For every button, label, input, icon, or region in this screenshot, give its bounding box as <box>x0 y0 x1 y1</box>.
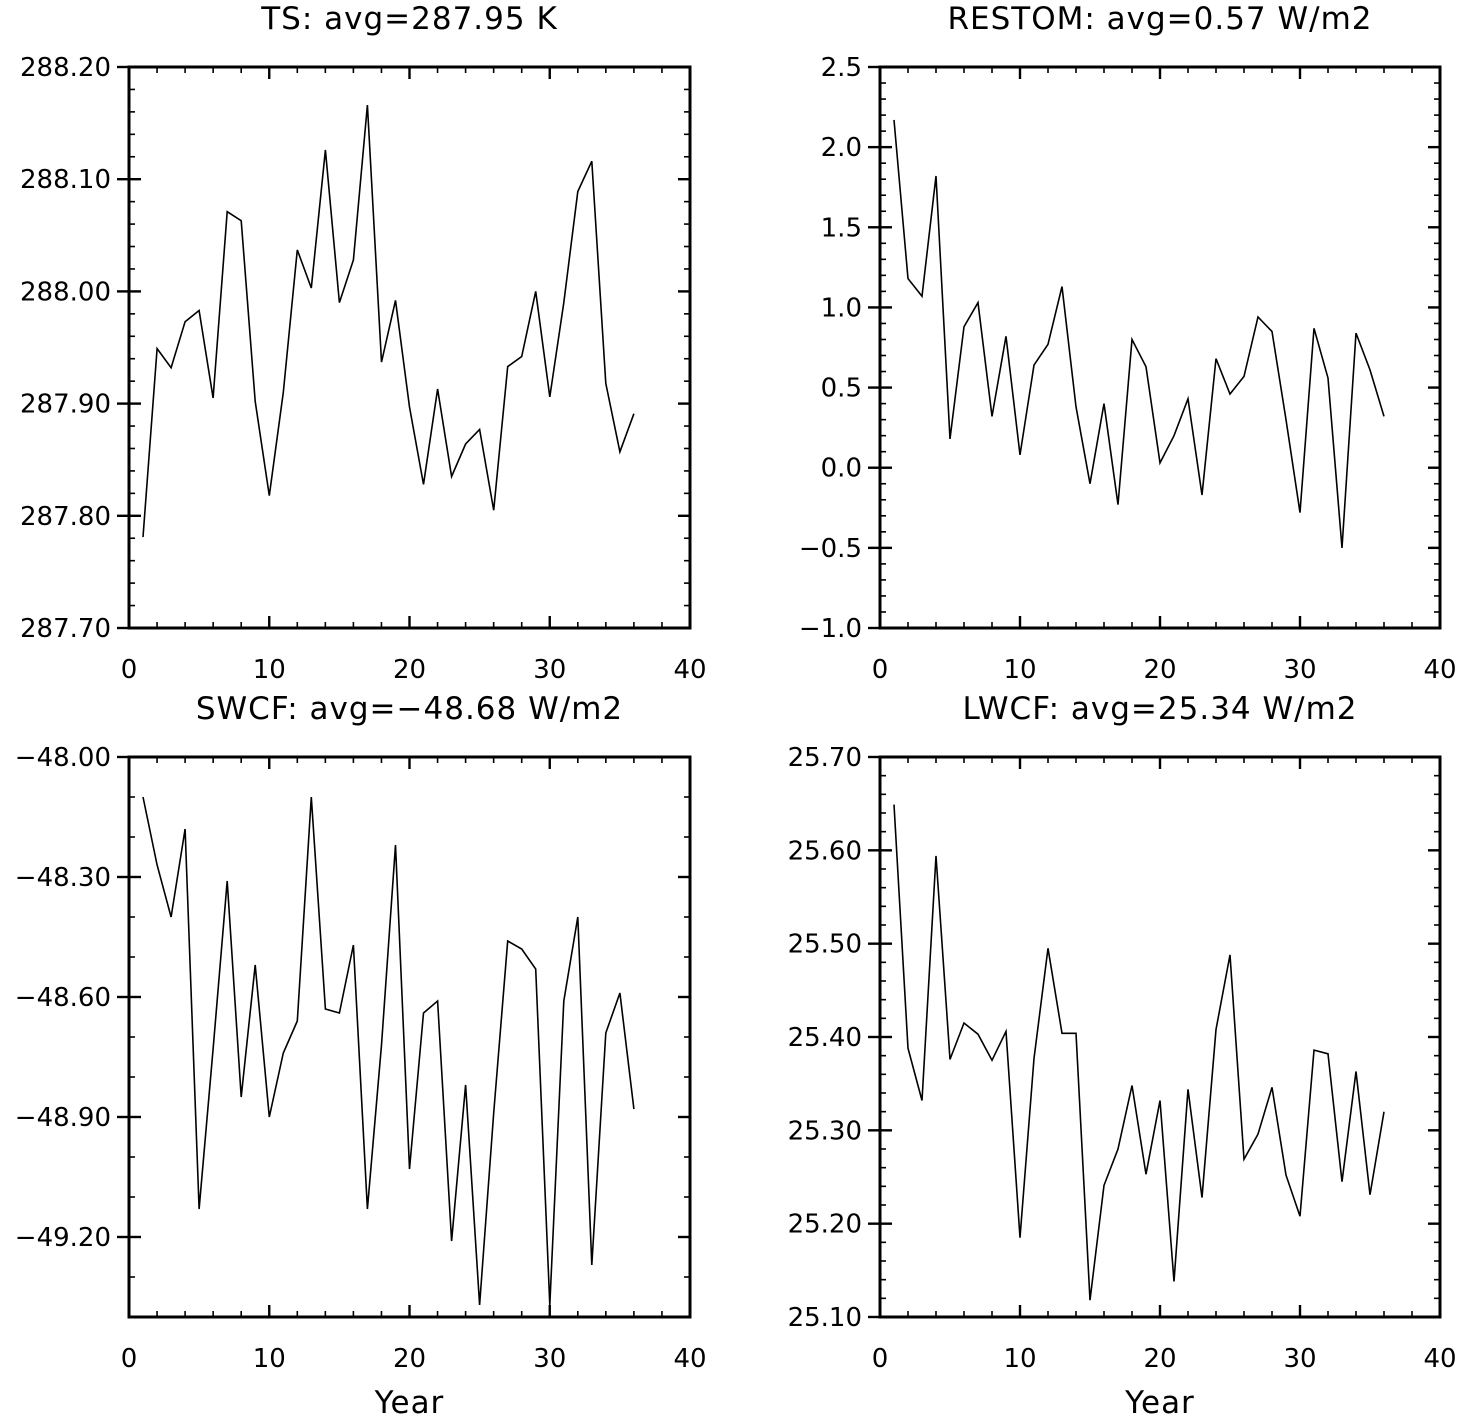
y-tick-label: 287.90 <box>20 390 111 420</box>
y-tick-label: 287.70 <box>20 614 111 644</box>
y-tick-label: 25.60 <box>788 836 862 866</box>
x-tick-label: 0 <box>121 655 138 685</box>
series-line <box>893 804 1385 1301</box>
x-tick-label: 10 <box>253 1344 286 1374</box>
y-tick-label: −48.60 <box>15 983 111 1013</box>
panel-lwcf: LWCF: avg=25.34 W/m2 Year 0 10 20 30 40 25.10… <box>788 691 1457 1416</box>
x-tick-label: 0 <box>121 1344 138 1374</box>
x-tick-label: 30 <box>533 655 566 685</box>
y-tick-label: 2.5 <box>821 53 862 83</box>
x-tick-label: 30 <box>1283 1344 1316 1374</box>
x-tick-label: 30 <box>1283 655 1316 685</box>
x-tick-label: 20 <box>393 655 426 685</box>
y-tick-label: 25.70 <box>788 743 862 773</box>
y-tick-label: 25.50 <box>788 930 862 960</box>
series-line <box>142 105 635 538</box>
x-tick-label: 10 <box>1003 655 1036 685</box>
y-tick-label: 288.20 <box>20 53 111 83</box>
y-tick-label: −49.20 <box>15 1223 111 1253</box>
x-tick-label: 10 <box>1003 1344 1036 1374</box>
y-tick-label: 2.0 <box>821 133 862 163</box>
plot-frame <box>878 755 1442 1319</box>
plot-frame <box>127 65 692 630</box>
x-tick-label: 20 <box>1143 1344 1176 1374</box>
y-tick-label: 25.10 <box>788 1303 862 1333</box>
x-tick-label: 20 <box>1143 655 1176 685</box>
series-line <box>142 796 635 1306</box>
y-tick-label: 25.20 <box>788 1210 862 1240</box>
y-tick-label: 288.00 <box>20 277 111 307</box>
x-tick-label: 0 <box>872 655 889 685</box>
panel-title: RESTOM: avg=0.57 W/m2 <box>947 1 1372 37</box>
y-tick-label: −48.00 <box>15 743 111 773</box>
y-tick-label: 0.5 <box>821 374 862 404</box>
series-line <box>893 119 1385 548</box>
y-tick-label: 25.40 <box>788 1023 862 1053</box>
x-tick-label: 40 <box>1423 1344 1456 1374</box>
x-tick-label: 40 <box>1423 655 1456 685</box>
x-tick-label: 0 <box>872 1344 889 1374</box>
x-axis-label: Year <box>374 1385 445 1416</box>
x-tick-label: 40 <box>673 1344 706 1374</box>
y-tick-label: 288.10 <box>20 165 111 195</box>
y-tick-label: 287.80 <box>20 502 111 532</box>
y-tick-label: −1.0 <box>799 614 862 644</box>
y-tick-label: 25.30 <box>788 1116 862 1146</box>
panel-title: LWCF: avg=25.34 W/m2 <box>962 691 1357 727</box>
x-tick-label: 10 <box>253 655 286 685</box>
x-tick-label: 30 <box>533 1344 566 1374</box>
panel-restom: RESTOM: avg=0.57 W/m2 0 10 20 30 40 −1.0 −0.5 0… <box>799 1 1457 685</box>
plot-frame <box>878 65 1442 630</box>
y-tick-label: −0.5 <box>799 534 862 564</box>
x-tick-label: 20 <box>393 1344 426 1374</box>
y-tick-label: −48.30 <box>15 863 111 893</box>
panel-ts: TS: avg=287.95 K 0 10 20 30 40 287.70 287.80 28… <box>20 1 707 685</box>
y-tick-label: 1.0 <box>821 293 862 323</box>
y-tick-label: −48.90 <box>15 1103 111 1133</box>
y-tick-label: 1.5 <box>821 213 862 243</box>
y-tick-label: 0.0 <box>821 454 862 484</box>
panel-title: SWCF: avg=−48.68 W/m2 <box>196 691 623 727</box>
x-axis-label: Year <box>1124 1385 1195 1416</box>
x-tick-label: 40 <box>673 655 706 685</box>
panel-title: TS: avg=287.95 K <box>260 1 558 37</box>
panel-swcf: SWCF: avg=−48.68 W/m2 Year 0 10 20 30 40 −49.… <box>15 691 707 1416</box>
